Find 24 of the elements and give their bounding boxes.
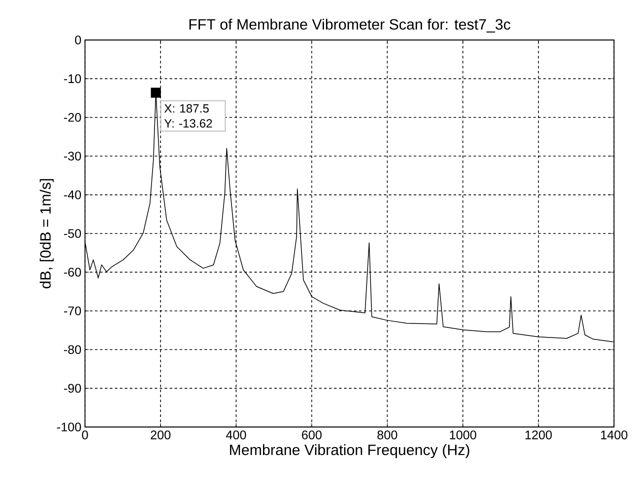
x-tick-label: 0 [82, 430, 88, 440]
y-tick-label: 0 [75, 36, 81, 44]
x-tick-label: 1400 [601, 430, 628, 440]
x-tick-label: 1200 [526, 430, 552, 440]
x-tick-label: 600 [302, 430, 322, 440]
chart-title: FFT of Membrane Vibrometer Scan for: test7_3c [189, 18, 510, 32]
annotation: X: 187.5 [164, 104, 209, 113]
annotation: Y: -13.62 [164, 119, 212, 128]
x-tick-label: 400 [226, 430, 246, 440]
y-tick-label: -70 [64, 306, 81, 316]
x-axis-title: Membrane Vibration Frequency (Hz) [230, 444, 470, 458]
y-axis-title: dB, [0dB = 1m/s] [40, 179, 54, 288]
y-tick-label: -40 [64, 190, 81, 200]
y-tick-label: -60 [64, 268, 81, 277]
y-tick-label: -50 [64, 229, 81, 238]
y-tick-label: -90 [64, 384, 81, 393]
x-tick-label: 800 [377, 430, 398, 440]
y-tick-label: -10 [64, 74, 81, 84]
y-tick-label: -30 [64, 152, 81, 161]
y-tick-label: -100 [57, 422, 81, 432]
x-tick-label: 1000 [450, 430, 476, 440]
x-tick-label: 200 [150, 430, 170, 440]
y-tick-label: -20 [64, 112, 81, 122]
y-tick-label: -80 [64, 345, 81, 354]
